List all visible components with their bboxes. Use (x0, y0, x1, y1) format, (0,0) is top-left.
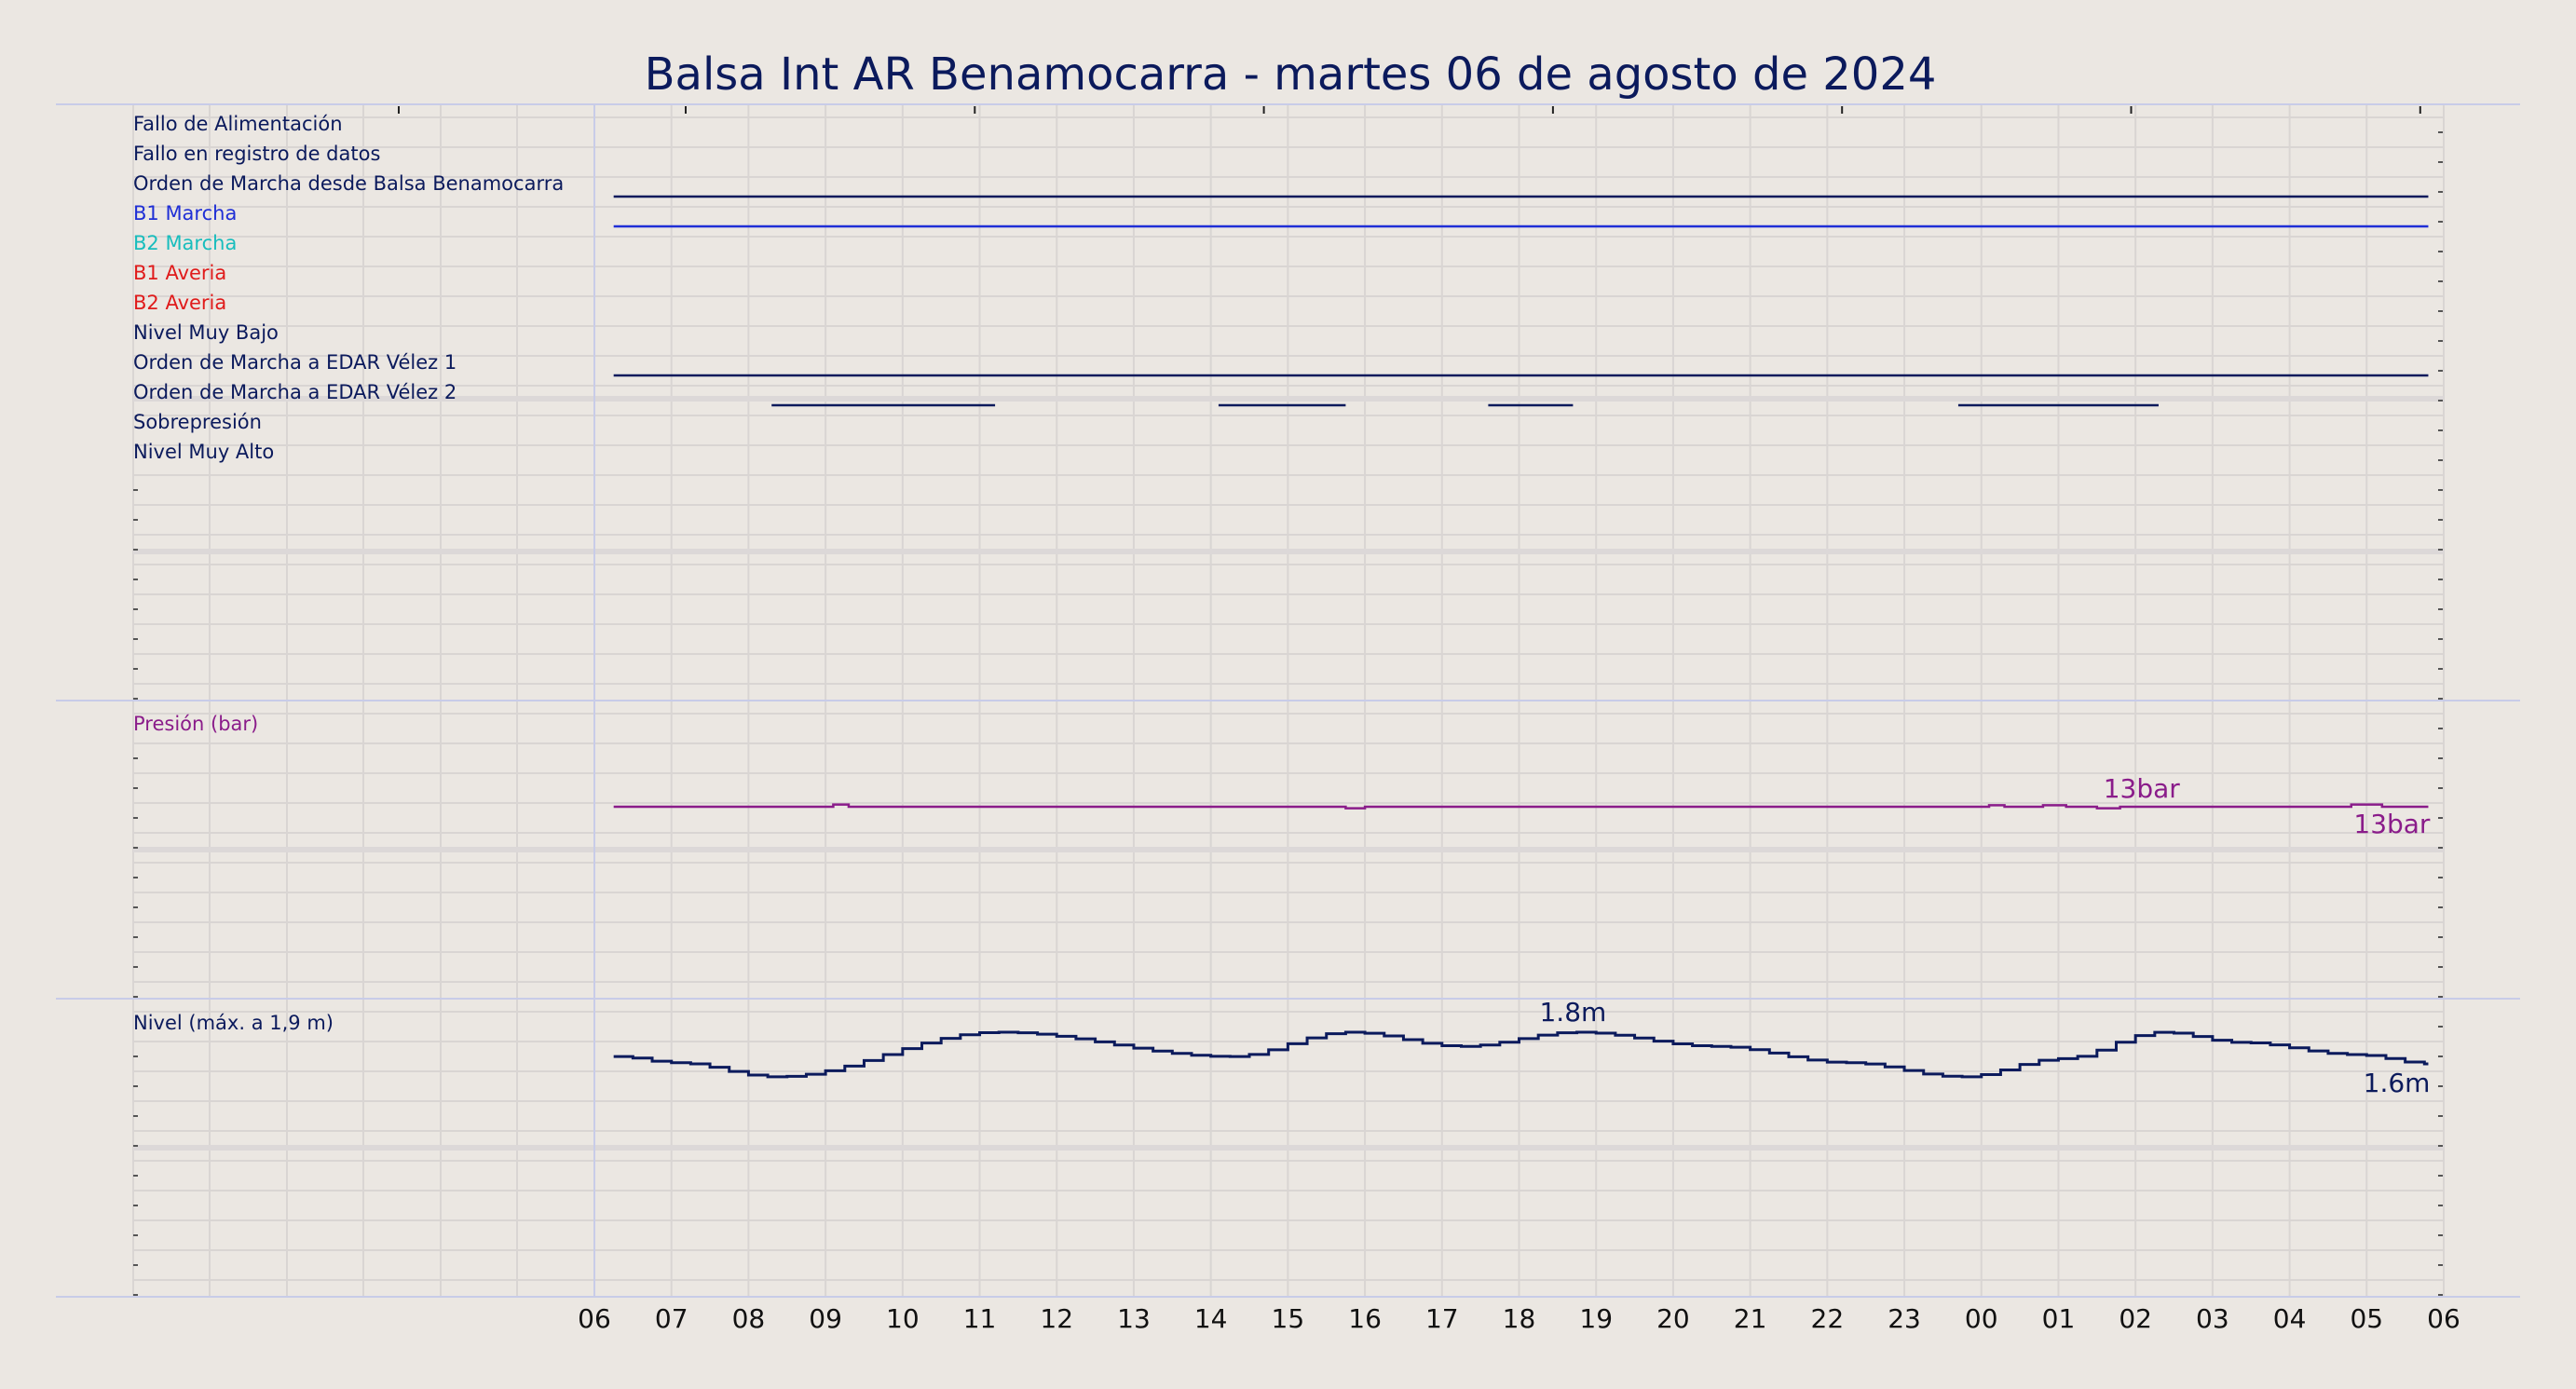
x-tick-label: 23 (1888, 1303, 1921, 1334)
x-tick-label: 20 (1656, 1303, 1690, 1334)
x-tick-label: 00 (1965, 1303, 1998, 1334)
x-tick-label: 08 (732, 1303, 766, 1334)
signal-label: B2 Marcha (133, 232, 237, 254)
pressure-line (613, 803, 2429, 810)
signal-label: Orden de Marcha a EDAR Vélez 2 (133, 381, 457, 403)
x-tick-label: 10 (886, 1303, 920, 1334)
signal-label: Nivel Muy Alto (133, 441, 274, 463)
x-axis-tick-labels: 06 07 08 09 10 11 12 13 14 15 16 17 18 19 20 21 22 23 00 01… (578, 1303, 2460, 1334)
signal-label: Fallo de Alimentación (133, 113, 343, 135)
signal-label: Sobrepresión (133, 411, 262, 433)
x-tick-label: 16 (1348, 1303, 1382, 1334)
x-tick-label: 13 (1117, 1303, 1151, 1334)
digital-signals-panel: Fallo de Alimentación Fallo en registro d… (133, 113, 2429, 463)
level-value-label: 1.8m (1539, 997, 1606, 1028)
x-tick-label: 05 (2350, 1303, 2383, 1334)
pressure-value-label: 13bar (2353, 809, 2431, 839)
level-axis-label: Nivel (máx. a 1,9 m) (133, 1012, 334, 1034)
x-tick-label: 06 (2427, 1303, 2460, 1334)
x-tick-label: 18 (1503, 1303, 1536, 1334)
x-tick-label: 17 (1425, 1303, 1459, 1334)
x-tick-label: 15 (1272, 1303, 1305, 1334)
signal-label: B1 Averia (133, 262, 226, 284)
x-tick-label: 22 (1811, 1303, 1845, 1334)
x-tick-label: 02 (2119, 1303, 2152, 1334)
level-line (613, 1030, 2429, 1079)
signal-label: Orden de Marcha desde Balsa Benamocarra (133, 172, 564, 195)
x-tick-label: 21 (1734, 1303, 1767, 1334)
x-tick-label: 04 (2273, 1303, 2307, 1334)
x-tick-label: 11 (963, 1303, 997, 1334)
axes (56, 103, 2520, 1298)
pressure-axis-label: Presión (bar) (133, 713, 258, 735)
level-value-label: 1.6m (2364, 1068, 2431, 1098)
x-tick-label: 01 (2042, 1303, 2076, 1334)
x-tick-label: 12 (1040, 1303, 1073, 1334)
signal-label: Orden de Marcha a EDAR Vélez 1 (133, 351, 457, 374)
level-panel: Nivel (máx. a 1,9 m) 1.8m 1.6m (133, 997, 2430, 1098)
pressure-panel: Presión (bar) 13bar 13bar (133, 713, 2431, 839)
signal-label: Fallo en registro de datos (133, 143, 380, 165)
x-tick-label: 14 (1194, 1303, 1228, 1334)
signal-label: B1 Marcha (133, 202, 237, 225)
signal-label: Nivel Muy Bajo (133, 321, 279, 344)
signal-label: B2 Averia (133, 292, 226, 314)
x-tick-label: 19 (1579, 1303, 1613, 1334)
pressure-value-label: 13bar (2104, 773, 2181, 804)
x-tick-label: 06 (578, 1303, 611, 1334)
chart-title: Balsa Int AR Benamocarra - martes 06 de … (645, 48, 1937, 101)
x-tick-label: 03 (2196, 1303, 2229, 1334)
x-tick-label: 09 (809, 1303, 842, 1334)
x-tick-label: 07 (655, 1303, 688, 1334)
